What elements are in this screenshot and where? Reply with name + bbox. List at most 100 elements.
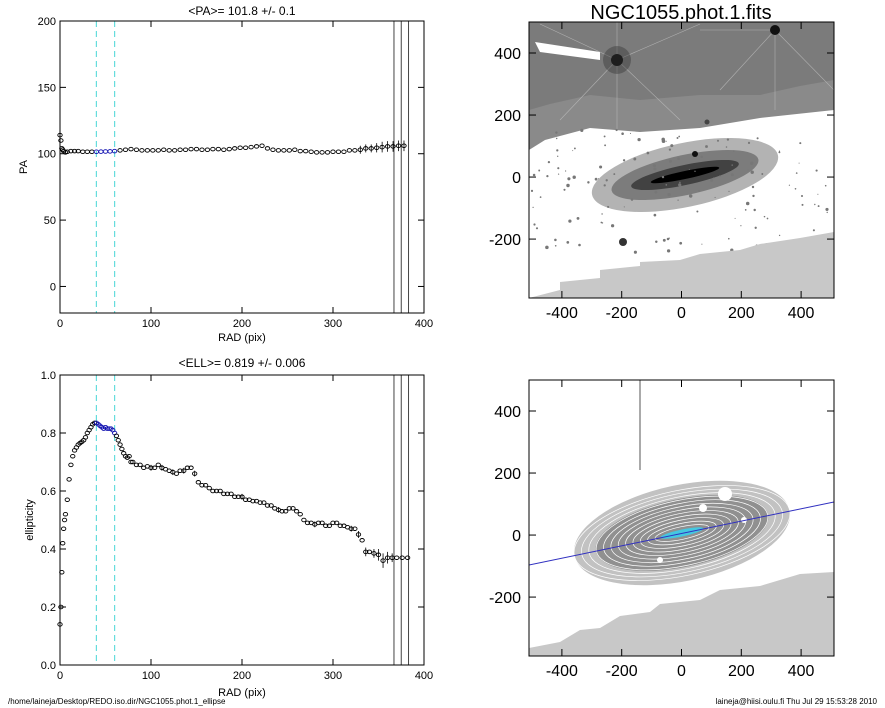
field-star [557,167,560,170]
ell-data-point [66,477,72,482]
pa-data-point [68,148,74,154]
field-star [744,209,747,211]
field-star [576,216,580,220]
image-bottom-y-tick-label: 0 [512,528,521,545]
ell-data-point [210,488,216,494]
field-star [812,229,815,232]
field-star [573,147,576,150]
field-star [533,223,536,226]
pa-data-point [107,149,113,154]
image-bottom-y-tick-label: -200 [489,590,521,607]
field-star [555,131,558,134]
pa-y-tick-label: 200 [38,16,56,28]
masked-region [529,572,834,656]
field-star [752,194,755,198]
pa-data-point [71,148,78,154]
field-star [554,238,557,242]
ell-data-point [126,453,132,459]
ell-x-tick-label: 300 [324,670,342,682]
star-spikes [539,22,834,130]
field-star [676,137,679,139]
ell-data-point [366,549,373,555]
pa-data-point [379,144,385,150]
pa-data-point [237,145,243,151]
ell-data-point [399,555,405,560]
field-star [688,194,693,198]
ell-data-point [337,523,343,529]
pa-data-point [161,147,167,152]
field-star [538,169,541,172]
ell-data-point [82,435,89,440]
field-star [566,241,570,244]
ell-data-point [213,488,220,494]
ell-data-point [206,485,212,491]
ell-x-tick-label: 0 [57,670,63,682]
field-star [622,159,626,162]
field-star [652,164,656,168]
pa-data-point [122,147,129,152]
field-star [751,185,755,189]
field-star [600,221,603,224]
pa-data-point [139,148,145,153]
pa-data-point [270,147,276,152]
ell-data-point [375,552,382,558]
image-top-y-tick-label: 200 [494,108,521,125]
pa-data-point [155,148,161,153]
ell-data-point [192,471,198,476]
ell-data-point [117,442,123,447]
ell-data-point [155,462,161,468]
field-star [749,161,754,166]
pa-data-point [133,147,140,152]
pa-x-tick-label: 0 [57,318,63,330]
field-star [732,150,735,152]
ell-data-point [290,506,296,511]
ell-data-point [224,491,231,497]
pa-data-point [248,144,254,150]
ell-data-point [221,491,227,497]
pa-data-point [188,146,194,152]
pa-data-point [253,144,260,149]
field-star [678,135,681,138]
ell-y-tick-label: 0.2 [41,602,56,614]
pa-profile-panel: <PA>= 101.8 +/- 0.1 0 100 200 300 400 0 50 100 1… [18,4,433,344]
ell-title: <ELL>= 0.819 +/- 0.006 [179,356,306,370]
ell-data-point [195,480,201,485]
field-star [799,142,802,145]
masked-strip [535,42,600,60]
field-star [788,184,791,186]
field-star [730,173,734,177]
ell-data-point [70,453,76,459]
field-star [698,190,700,192]
field-star [794,187,797,190]
pa-data-point [64,149,70,154]
field-star [713,177,715,179]
field-star [587,181,590,184]
field-star [731,164,733,166]
field-star [555,137,558,140]
field-star [578,243,581,247]
ell-data-point [202,482,209,488]
ell-x-tick-label: 200 [233,670,251,682]
pa-data-point [182,147,189,152]
field-star [670,144,674,148]
footer-user-timestamp: laineja@hiisi.oulu.fi Thu Jul 29 15:53:2… [715,697,877,706]
pa-data-point [102,149,109,154]
field-star [580,128,584,132]
ell-data-point [177,468,183,473]
ell-data-point [359,538,365,543]
field-star [714,196,716,199]
pa-y-tick-label: 50 [44,215,56,227]
field-star [740,225,742,227]
pa-data-point [292,147,298,152]
field-star [655,240,658,244]
ell-data-point [268,503,274,508]
field-star [728,237,730,240]
field-star [815,169,818,172]
field-star [678,184,682,187]
pa-xlabel: RAD (pix) [218,332,266,344]
ell-data-point [60,540,66,546]
field-stars [530,128,830,254]
field-star [597,178,600,180]
galaxy-image-top: NGC1055.phot.1.fits [489,2,835,322]
field-star [719,175,721,178]
